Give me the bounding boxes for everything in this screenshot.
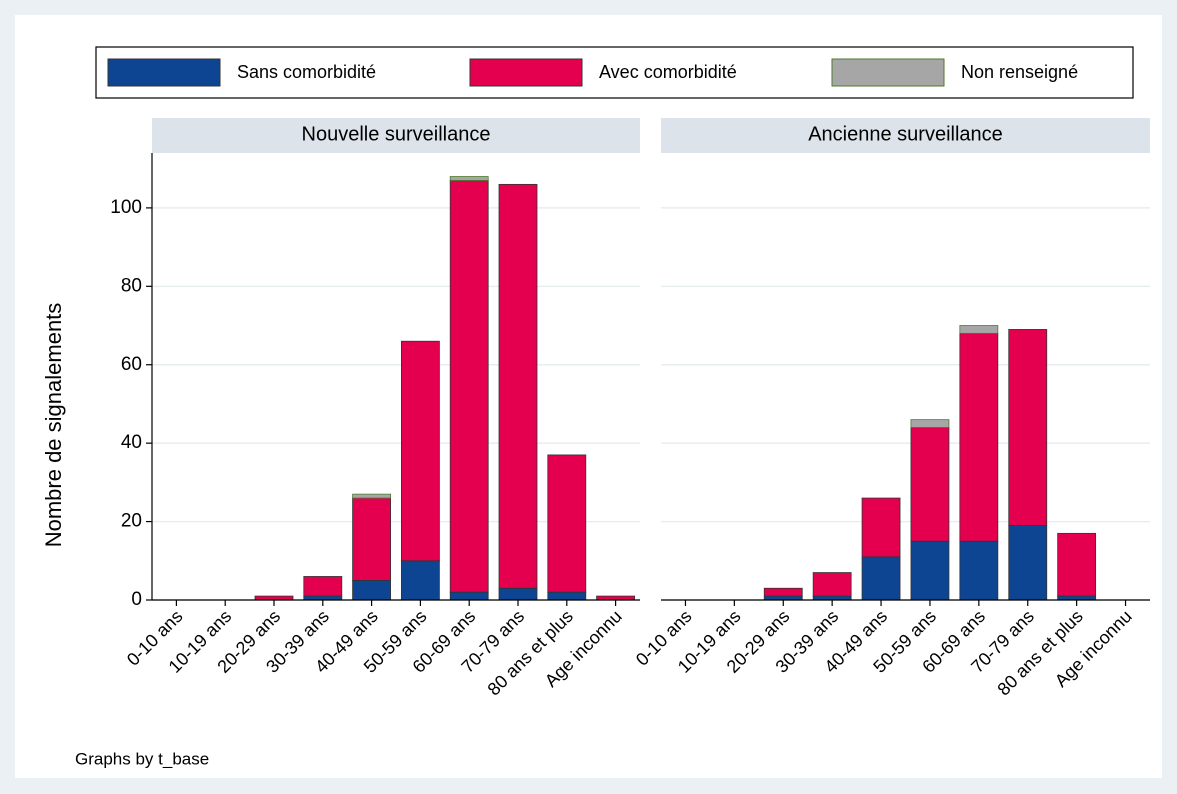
bar-segment: [959, 540, 999, 601]
panel-title-strip: [661, 118, 1150, 153]
panel-title-strip: [152, 118, 640, 153]
legend-swatch: [107, 58, 221, 87]
bar-segment: [449, 180, 489, 593]
y-tick-label: 20: [121, 511, 142, 532]
bar-segment: [959, 325, 999, 334]
y-tick-label: 80: [121, 275, 142, 296]
bar-segment: [763, 587, 803, 597]
bar-segment: [1057, 532, 1097, 597]
y-tick-label: 60: [121, 354, 142, 375]
bar-segment: [1008, 329, 1048, 526]
bar-segment: [910, 419, 950, 428]
bar-segment: [812, 572, 852, 597]
bar-segment: [861, 556, 901, 601]
note: Graphs by t_base: [75, 749, 209, 768]
legend-label: Non renseigné: [961, 62, 1078, 82]
bar-segment: [959, 332, 999, 542]
legend-swatch: [469, 58, 583, 87]
y-tick-label: 100: [110, 197, 142, 218]
bar-segment: [449, 591, 489, 601]
panel-title: Ancienne surveillance: [808, 123, 1003, 145]
y-axis-label: Nombre de signalements: [41, 303, 66, 548]
bar-segment: [400, 340, 440, 562]
bar-segment: [352, 497, 392, 581]
bar-segment: [352, 493, 392, 499]
bar-segment: [498, 183, 538, 589]
panel-title: Nouvelle surveillance: [302, 123, 491, 145]
bar-segment: [400, 560, 440, 601]
bar-segment: [910, 540, 950, 601]
bar-segment: [1008, 525, 1048, 601]
legend-label: Avec comorbidité: [599, 62, 737, 82]
y-tick-label: 40: [121, 432, 142, 453]
legend-label: Sans comorbidité: [237, 62, 376, 82]
y-tick-label: 0: [131, 589, 142, 610]
bar-segment: [498, 587, 538, 601]
bar-segment: [303, 576, 343, 597]
bar-segment: [449, 176, 489, 181]
bar-segment: [861, 497, 901, 558]
bar-segment: [910, 427, 950, 542]
bar-segment: [547, 591, 587, 601]
legend-swatch: [831, 58, 945, 87]
legend-box: [95, 46, 1134, 99]
bar-segment: [547, 454, 587, 593]
bar-segment: [352, 579, 392, 601]
